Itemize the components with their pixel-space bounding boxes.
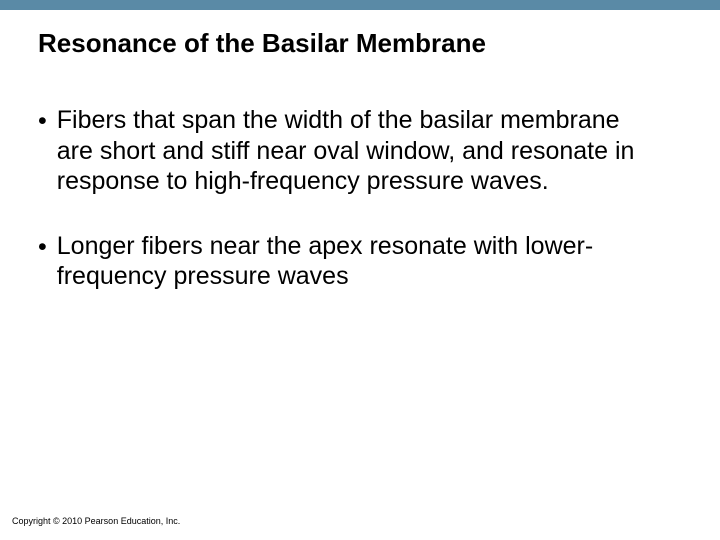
bullet-marker: • <box>38 107 47 136</box>
copyright-text: Copyright © 2010 Pearson Education, Inc. <box>12 516 180 526</box>
bullet-text: Longer fibers near the apex resonate wit… <box>57 231 660 292</box>
slide-title: Resonance of the Basilar Membrane <box>38 28 720 59</box>
title-region: Resonance of the Basilar Membrane <box>0 10 720 59</box>
bullet-marker: • <box>38 233 47 262</box>
bullet-text: Fibers that span the width of the basila… <box>57 105 660 197</box>
bullet-item: • Longer fibers near the apex resonate w… <box>38 231 660 292</box>
content-region: • Fibers that span the width of the basi… <box>0 59 720 292</box>
bullet-item: • Fibers that span the width of the basi… <box>38 105 660 197</box>
top-accent-bar <box>0 0 720 10</box>
